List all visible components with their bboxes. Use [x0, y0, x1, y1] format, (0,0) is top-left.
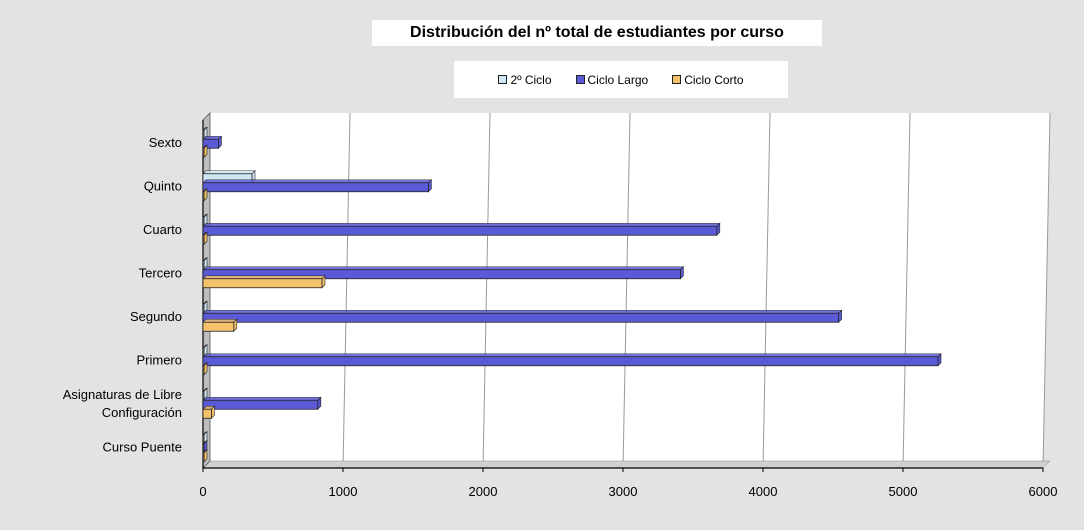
y-tick-label-cuarto: Cuarto — [143, 222, 182, 237]
bar-ciclo-corto — [202, 278, 323, 289]
y-tick-label-curso-puente: Curso Puente — [103, 439, 183, 454]
bar-top-ciclo-corto — [202, 275, 326, 280]
bar-top-ciclo-largo — [202, 396, 322, 401]
bar-top-ciclo-largo — [202, 266, 685, 271]
y-tick-label-primero: Primero — [136, 352, 182, 367]
gridline — [762, 112, 771, 469]
bar-top-ciclo-largo — [202, 222, 721, 227]
bar-ciclo-largo — [202, 312, 839, 323]
x-tick-label: 2000 — [469, 484, 498, 499]
bar-ciclo-largo — [202, 443, 205, 454]
plot-floor — [202, 460, 1051, 469]
bar-ciclo-corto — [202, 234, 205, 245]
y-tick-label-asignaturas-de-libre-configuracion: Configuración — [102, 405, 182, 420]
bar-2-ciclo — [202, 260, 205, 271]
bar-2-ciclo — [202, 347, 205, 358]
bar-ciclo-largo — [202, 138, 219, 149]
x-tick-label: 4000 — [749, 484, 778, 499]
bar-ciclo-largo — [202, 269, 681, 280]
bar-2-ciclo — [202, 390, 205, 401]
bar-ciclo-largo — [202, 399, 319, 410]
bar-top-ciclo-largo — [202, 309, 843, 314]
legend-entry-ciclo-corto: Ciclo Corto — [672, 72, 744, 87]
bar-top-2-ciclo — [202, 170, 256, 175]
bar-ciclo-corto — [202, 452, 205, 463]
chart-legend: 2º Ciclo Ciclo Largo Ciclo Corto — [454, 61, 788, 98]
x-tick-label: 3000 — [609, 484, 638, 499]
legend-label-ciclo-largo: Ciclo Largo — [587, 72, 649, 87]
bar-ciclo-largo — [202, 225, 718, 236]
bar-2-ciclo — [202, 434, 205, 445]
legend-swatch-ciclo-largo — [575, 75, 585, 84]
gridline — [622, 112, 631, 469]
legend-entry-ciclo-largo: Ciclo Largo — [575, 72, 649, 87]
legend-entry-2-ciclo: 2º Ciclo — [498, 72, 552, 87]
gridline — [1042, 112, 1051, 469]
bar-ciclo-corto — [202, 321, 235, 332]
gridline — [902, 112, 911, 469]
bar-2-ciclo — [202, 216, 205, 227]
legend-swatch-2-ciclo — [498, 75, 508, 84]
gridline — [342, 112, 351, 469]
bar-ciclo-corto — [202, 147, 205, 158]
bar-top-ciclo-largo — [202, 353, 942, 358]
bar-ciclo-largo — [202, 182, 429, 193]
bar-ciclo-corto — [202, 408, 212, 419]
chart-title: Distribución del nº total de estudiantes… — [372, 20, 822, 46]
legend-label-2-ciclo: 2º Ciclo — [510, 72, 552, 87]
bar-top-ciclo-largo — [202, 179, 433, 184]
y-tick-label-asignaturas-de-libre-configuracion: Asignaturas de Libre — [63, 387, 182, 402]
y-tick-label-quinto: Quinto — [144, 178, 182, 193]
x-tick-label: 1000 — [329, 484, 358, 499]
bar-top-ciclo-corto — [202, 318, 238, 323]
bar-2-ciclo — [202, 129, 205, 140]
bar-2-ciclo — [202, 303, 205, 314]
bar-ciclo-corto — [202, 191, 205, 202]
x-tick-label: 6000 — [1029, 484, 1058, 499]
gridline — [482, 112, 491, 469]
y-tick-label-sexto: Sexto — [149, 135, 182, 150]
y-tick-label-tercero: Tercero — [139, 265, 182, 280]
bar-ciclo-corto — [202, 365, 205, 376]
x-tick-label: 0 — [199, 484, 206, 499]
y-tick-label-segundo: Segundo — [130, 309, 182, 324]
legend-swatch-ciclo-corto — [672, 75, 682, 84]
x-tick-label: 5000 — [889, 484, 918, 499]
bar-ciclo-largo — [202, 356, 939, 367]
legend-label-ciclo-corto: Ciclo Corto — [684, 72, 744, 87]
